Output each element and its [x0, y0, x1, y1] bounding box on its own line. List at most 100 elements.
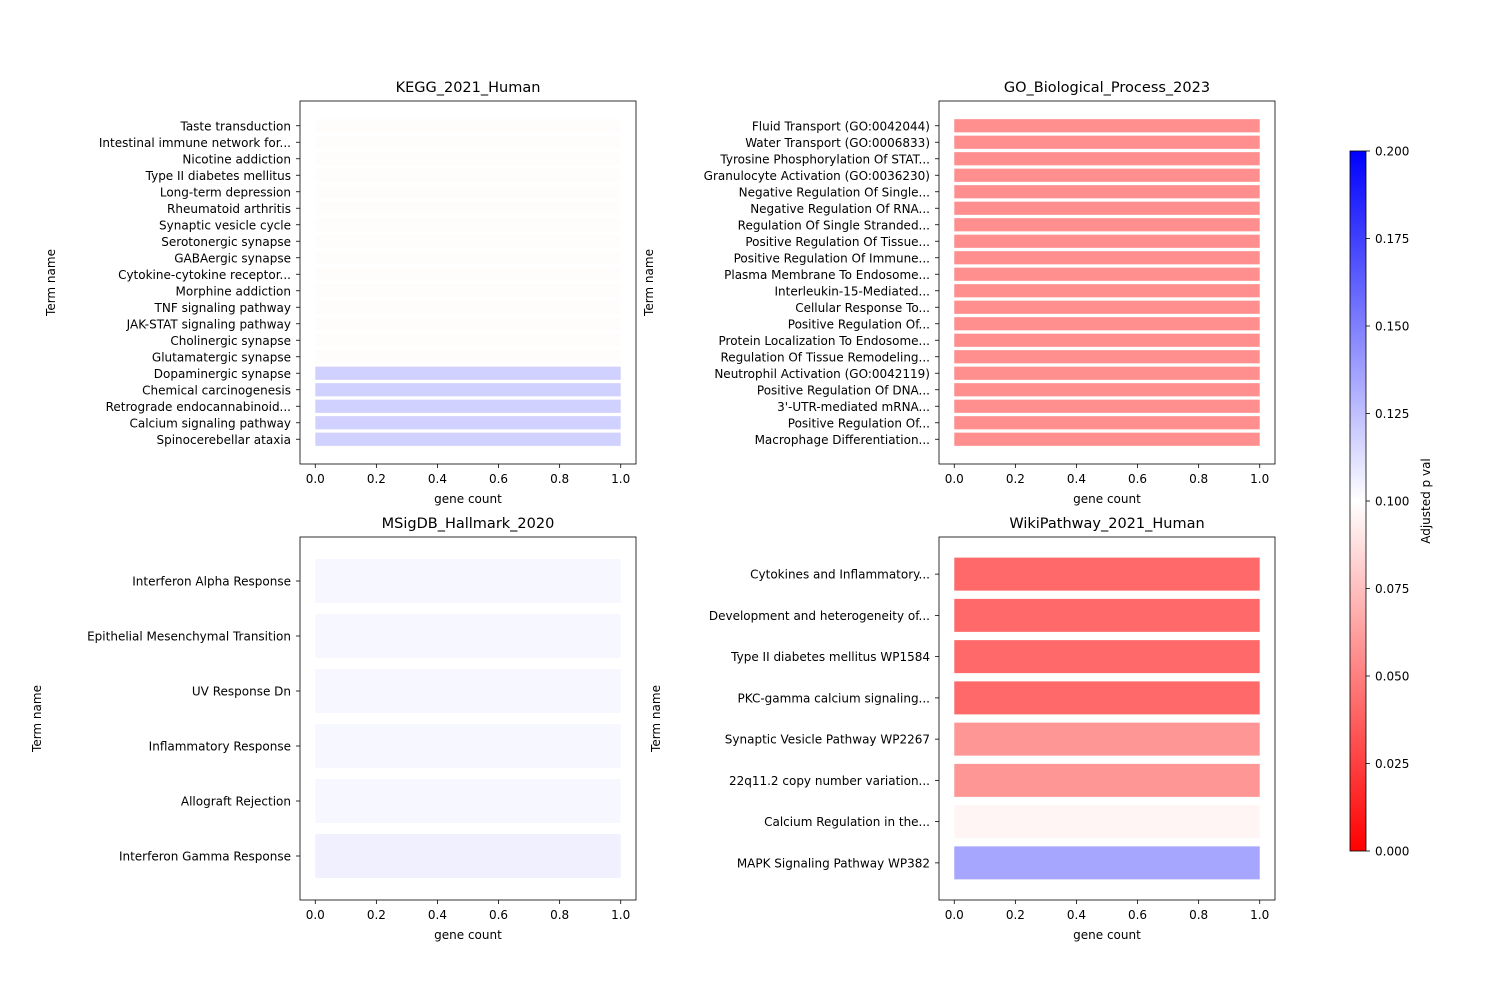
x-tick-label: 0.6 [489, 908, 508, 922]
y-tick-label: Negative Regulation Of RNA... [750, 202, 930, 216]
y-tick-label: Serotonergic synapse [161, 235, 291, 249]
bar [954, 350, 1260, 364]
bar [315, 251, 621, 265]
y-tick-label: Interferon Alpha Response [132, 575, 291, 589]
x-tick-label: 0.0 [306, 472, 325, 486]
x-axis-label: gene count [434, 492, 502, 506]
bar [954, 366, 1260, 380]
y-tick-label: Fluid Transport (GO:0042044) [752, 119, 930, 133]
x-axis-label: gene count [1073, 928, 1141, 942]
y-tick-label: JAK-STAT signaling pathway [126, 317, 291, 331]
x-tick-label: 0.0 [945, 472, 964, 486]
chart-title: MSigDB_Hallmark_2020 [382, 516, 555, 532]
x-tick-label: 0.0 [945, 908, 964, 922]
y-tick-label: Neutrophil Activation (GO:0042119) [714, 367, 930, 381]
y-tick-label: Taste transduction [179, 119, 291, 133]
x-tick-label: 0.8 [1189, 908, 1208, 922]
bar [315, 366, 621, 380]
colorbar-tick-label: 0.150 [1375, 320, 1409, 334]
x-tick-label: 0.4 [1067, 472, 1086, 486]
bar [315, 201, 621, 215]
y-tick-label: Macrophage Differentiation... [755, 433, 930, 447]
panel-2: Interferon Alpha Response Epithelial Mese… [30, 516, 637, 942]
y-tick-label: Rheumatoid arthritis [167, 202, 291, 216]
bar [954, 317, 1260, 331]
y-tick-label: Glutamatergic synapse [152, 350, 291, 364]
y-tick-label: Positive Regulation Of... [788, 416, 930, 430]
y-tick-label: Type II diabetes mellitus WP1584 [730, 650, 930, 664]
plot-frame [299, 536, 637, 901]
bar [315, 416, 621, 430]
x-tick-label: 0.6 [1128, 908, 1147, 922]
y-tick-label: Plasma Membrane To Endosome... [724, 268, 930, 282]
bar [954, 846, 1260, 880]
bar [954, 333, 1260, 347]
bar [954, 185, 1260, 199]
y-tick-label: Inflammatory Response [149, 740, 291, 754]
y-tick-label: Calcium Regulation in the... [764, 815, 930, 829]
y-tick-label: Protein Localization To Endosome... [719, 334, 930, 348]
y-tick-label: Cytokines and Inflammatory... [750, 568, 930, 582]
x-tick-label: 0.6 [489, 472, 508, 486]
bar [954, 722, 1260, 756]
bar [954, 152, 1260, 166]
bar [954, 284, 1260, 298]
bar [954, 119, 1260, 133]
y-tick-label: Positive Regulation Of Immune... [734, 251, 930, 265]
bar [954, 135, 1260, 149]
bar [315, 559, 621, 603]
y-tick-label: MAPK Signaling Pathway WP382 [737, 856, 930, 870]
bar [954, 416, 1260, 430]
y-tick-label: Cytokine-cytokine receptor... [118, 268, 291, 282]
bar [315, 669, 621, 713]
bar [954, 399, 1260, 413]
bar [315, 779, 621, 823]
x-tick-label: 0.2 [367, 472, 386, 486]
x-tick-label: 1.0 [1250, 908, 1269, 922]
y-tick-label: Chemical carcinogenesis [142, 383, 291, 397]
y-tick-label: Synaptic Vesicle Pathway WP2267 [725, 733, 930, 747]
panel-3: Cytokines and Inflammatory... Development… [649, 516, 1276, 942]
bar [315, 234, 621, 248]
y-tick-label: Cholinergic synapse [170, 334, 291, 348]
bar [954, 763, 1260, 797]
x-axis-label: gene count [1073, 492, 1141, 506]
bar [315, 152, 621, 166]
bar [315, 284, 621, 298]
y-tick-label: Interferon Gamma Response [119, 850, 291, 864]
bar [315, 614, 621, 658]
y-axis-label: Term name [30, 685, 44, 753]
colorbar-tick-label: 0.075 [1375, 582, 1409, 596]
plot-frame [299, 100, 637, 465]
colorbar-tick-label: 0.200 [1375, 145, 1409, 159]
bar [954, 168, 1260, 182]
y-tick-label: Synaptic vesicle cycle [159, 218, 291, 232]
bar [315, 383, 621, 397]
colorbar-gradient [1349, 150, 1367, 852]
x-tick-label: 0.4 [428, 908, 447, 922]
y-tick-label: Type II diabetes mellitus [145, 169, 291, 183]
bar [315, 300, 621, 314]
bar [954, 218, 1260, 232]
y-tick-label: Cellular Response To... [795, 301, 930, 315]
y-tick-label: Water Transport (GO:0006833) [745, 136, 930, 150]
bar [315, 168, 621, 182]
y-tick-label: Epithelial Mesenchymal Transition [87, 630, 291, 644]
y-tick-label: Allograft Rejection [181, 795, 291, 809]
colorbar: 0.000 0.025 0.050 0.075 0.100 0.125 0.150 0.175… [1349, 145, 1433, 859]
x-tick-label: 0.4 [1067, 908, 1086, 922]
x-axis-label: gene count [434, 928, 502, 942]
y-tick-label: Regulation Of Single Stranded... [738, 218, 930, 232]
chart-title: KEGG_2021_Human [396, 80, 541, 96]
bar [954, 598, 1260, 632]
bar [954, 251, 1260, 265]
bar [315, 834, 621, 878]
y-tick-label: Tyrosine Phosphorylation Of STAT... [719, 152, 930, 166]
colorbar-tick-label: 0.000 [1375, 845, 1409, 859]
bar [315, 350, 621, 364]
plot-frame [938, 536, 1276, 901]
bar [315, 724, 621, 768]
x-tick-label: 1.0 [1250, 472, 1269, 486]
y-tick-label: Retrograde endocannabinoid... [106, 400, 291, 414]
